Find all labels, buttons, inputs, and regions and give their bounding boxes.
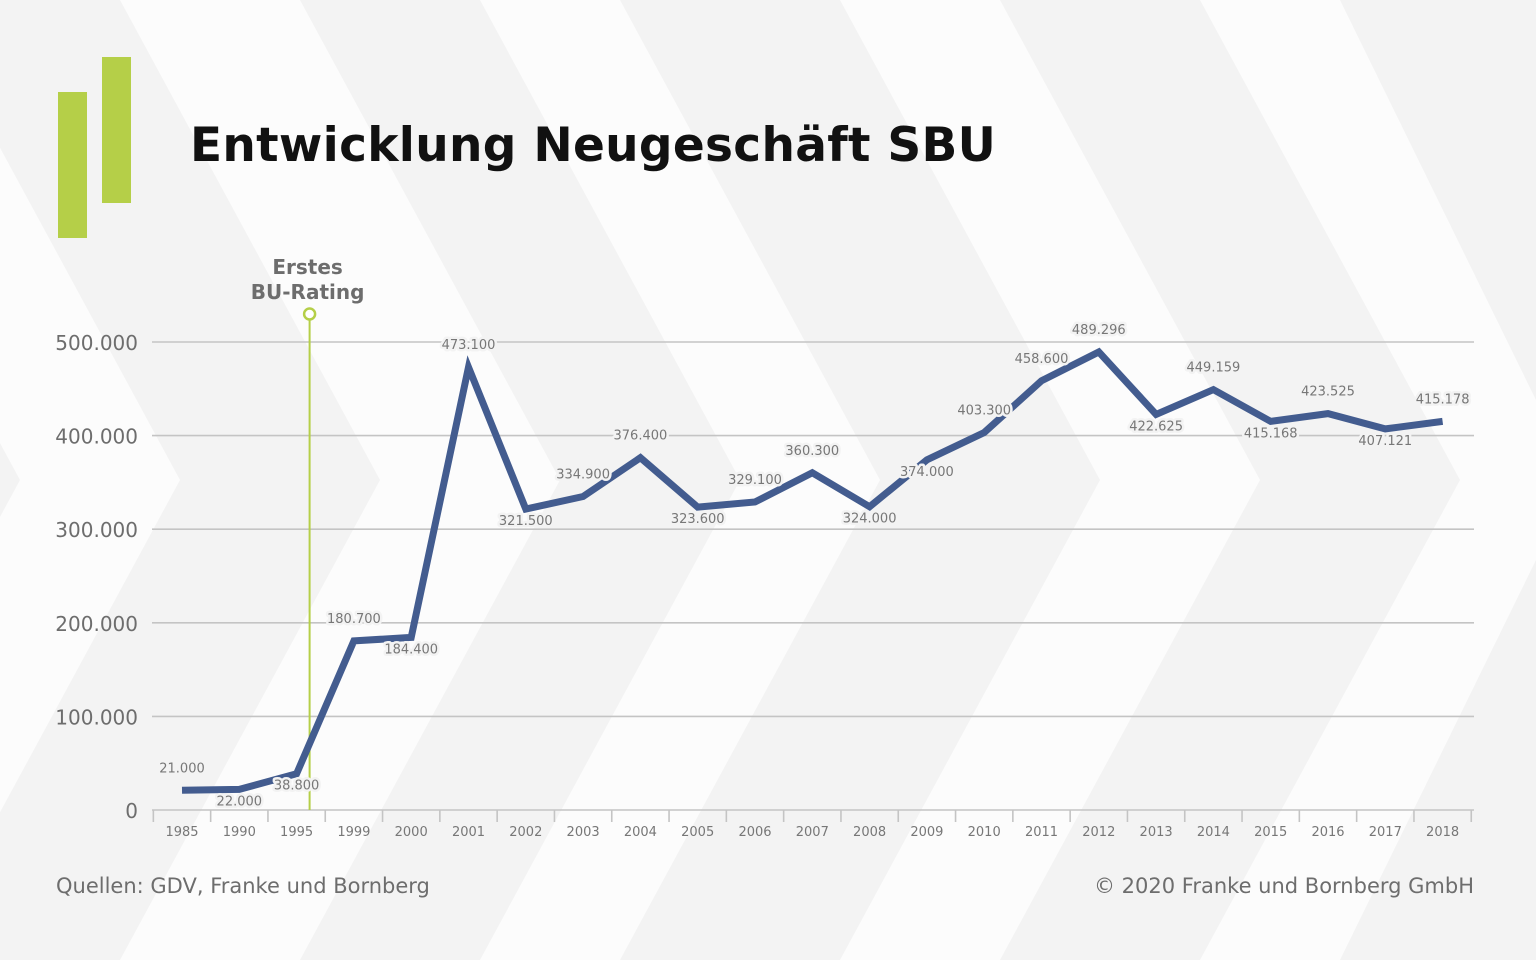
annotation-marker — [302, 307, 317, 321]
x-tick-label: 2015 — [1254, 825, 1287, 840]
data-label: 403.300 — [957, 404, 1011, 419]
x-tick-label: 1995 — [280, 825, 313, 840]
x-tick-label: 1990 — [223, 825, 256, 840]
data-label: 22.000 — [217, 794, 263, 809]
data-label: 184.400 — [384, 642, 438, 657]
data-label: 180.700 — [327, 612, 381, 627]
x-tick-label: 2018 — [1426, 825, 1459, 840]
copyright-note: © 2020 Franke und Bornberg GmbH — [1094, 874, 1474, 898]
x-tick-label: 2011 — [1025, 825, 1058, 840]
logo-bar-short — [58, 92, 87, 238]
chart-title: Entwicklung Neugeschäft SBU — [190, 118, 997, 173]
data-label: 422.625 — [1129, 419, 1183, 434]
data-label: 473.100 — [442, 338, 496, 353]
y-tick-label: 200.000 — [55, 612, 138, 636]
annotation-label: Erstes — [272, 255, 342, 279]
data-label: 489.296 — [1072, 323, 1126, 338]
x-tick-label: 2010 — [968, 825, 1001, 840]
data-label: 38.800 — [274, 779, 320, 794]
y-axis-ticks: 0 100.000 200.000 300.000 400.000 500.000 — [55, 331, 138, 823]
data-label: 329.100 — [728, 473, 782, 488]
series-line-layer — [181, 347, 1444, 794]
y-tick-label: 100.000 — [55, 705, 138, 729]
x-tick-label: 2008 — [853, 825, 886, 840]
x-axis: 1985 1990 1995 1999 2000 2001 2002 2003 2004 2005… — [152, 809, 1474, 840]
series-line — [181, 347, 1444, 794]
data-label: 324.000 — [843, 512, 897, 527]
x-tick-label: 2000 — [395, 825, 428, 840]
x-tick-label: 2016 — [1311, 825, 1344, 840]
data-label: 407.121 — [1358, 434, 1412, 449]
data-label: 21.000 — [159, 761, 205, 776]
data-label: 423.525 — [1301, 385, 1355, 400]
data-label: 449.159 — [1187, 361, 1241, 376]
data-label: 415.178 — [1416, 392, 1470, 407]
x-tick-label: 2002 — [509, 825, 542, 840]
x-tick-label: 2003 — [567, 825, 600, 840]
data-label: 415.168 — [1244, 426, 1298, 441]
x-tick-label: 2014 — [1197, 825, 1230, 840]
x-tick-label: 2005 — [681, 825, 714, 840]
x-tick-label: 2004 — [624, 825, 657, 840]
x-tick-label: 2013 — [1140, 825, 1173, 840]
source-note: Quellen: GDV, Franke und Bornberg — [56, 874, 430, 898]
y-tick-label: 400.000 — [55, 425, 138, 449]
x-tick-label: 2017 — [1369, 825, 1402, 840]
grid-layer — [152, 341, 1474, 718]
x-tick-label: 2001 — [452, 825, 485, 840]
y-tick-label: 0 — [125, 799, 138, 823]
data-label: 374.000 — [900, 465, 954, 480]
x-tick-label: 1999 — [337, 825, 370, 840]
y-tick-label: 300.000 — [55, 518, 138, 542]
x-tick-label: 2006 — [738, 825, 771, 840]
data-label: 376.400 — [614, 429, 668, 444]
x-tick-label: 2009 — [910, 825, 943, 840]
x-tick-label: 2012 — [1082, 825, 1115, 840]
x-tick-label: 1985 — [165, 825, 198, 840]
x-tick-label: 2007 — [796, 825, 829, 840]
logo-bar-tall — [102, 57, 131, 203]
data-label: 323.600 — [671, 512, 725, 527]
data-label: 458.600 — [1015, 352, 1069, 367]
y-tick-label: 500.000 — [55, 331, 138, 355]
annotation-label: BU-Rating — [251, 280, 365, 304]
data-label: 334.900 — [556, 468, 610, 483]
data-label: 321.500 — [499, 514, 553, 529]
data-label: 360.300 — [785, 444, 839, 459]
